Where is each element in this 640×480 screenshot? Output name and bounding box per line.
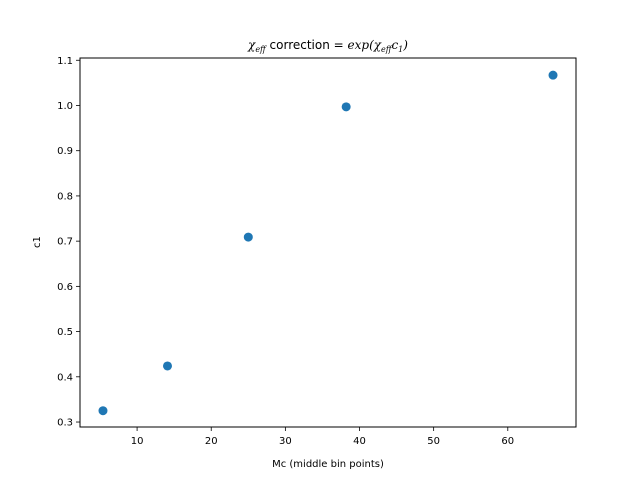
y-tick-label: 0.7 [57, 237, 73, 248]
data-points [98, 70, 558, 416]
y-tick-label: 1.0 [57, 101, 73, 112]
y-tick-label: 0.5 [57, 327, 73, 338]
x-tick-label: 10 [131, 436, 144, 447]
title-formula-close: ) [402, 38, 408, 52]
y-tick-label: 0.9 [57, 146, 73, 157]
x-tick-label: 50 [427, 436, 440, 447]
scatter-point [341, 102, 351, 112]
x-axis-ticks: 10 20 30 40 50 60 [131, 427, 514, 447]
y-tick-label: 0.3 [57, 418, 73, 429]
title-formula-coef: c [391, 38, 398, 52]
title-formula-subscript: eff [381, 45, 393, 54]
scatter-point [243, 232, 253, 242]
y-tick-label: 0.8 [57, 191, 73, 202]
title-correction-word: correction [266, 38, 334, 52]
y-axis-label: c1 [32, 236, 43, 248]
scatter-point [548, 70, 558, 80]
x-tick-label: 60 [501, 436, 514, 447]
title-chi-subscript: eff [255, 45, 267, 54]
y-tick-label: 0.4 [57, 372, 73, 383]
x-tick-label: 40 [353, 436, 366, 447]
title-chi: χ [247, 38, 256, 52]
x-axis-label: Mc (middle bin points) [272, 459, 384, 470]
y-tick-label: 0.6 [57, 282, 73, 293]
scatter-point [98, 406, 108, 416]
y-axis-ticks: 0.3 0.4 0.5 0.6 0.7 0.8 0.9 1.0 1.1 [57, 56, 80, 429]
x-tick-label: 30 [279, 436, 292, 447]
chart-title: χeff correction = exp(χeffc1) [247, 38, 408, 54]
scatter-point [162, 361, 172, 371]
plot-area-frame [79, 57, 577, 428]
title-formula: = exp(χ [334, 38, 382, 52]
y-tick-label: 1.1 [57, 56, 73, 67]
title-formula-coef-subscript: 1 [398, 45, 403, 54]
x-tick-label: 20 [205, 436, 218, 447]
